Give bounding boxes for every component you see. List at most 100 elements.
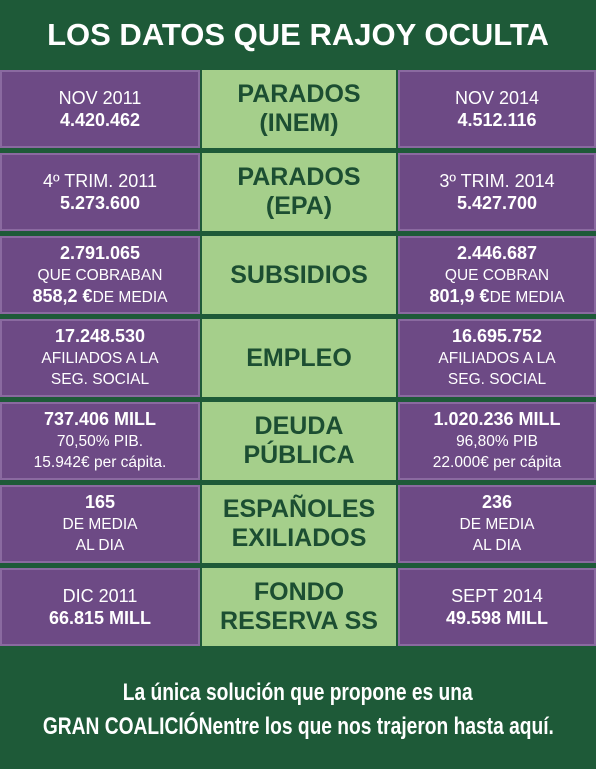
text-line: 3º TRIM. 2014	[439, 170, 554, 192]
bold-text: 49.598 MILL	[445, 608, 549, 628]
text: 22.000€ per cápita	[432, 454, 562, 471]
text-line: QUE COBRAN	[445, 265, 549, 286]
right-cell: 2.446.687 QUE COBRAN 801,9 €DE MEDIA	[398, 236, 596, 314]
text-line: 165	[85, 492, 115, 514]
label-line: FONDO	[253, 578, 345, 606]
bold-text: 236	[481, 492, 513, 512]
text: 4º TRIM. 2011	[43, 171, 157, 191]
left-cell: NOV 2011 4.420.462	[0, 70, 200, 148]
right-cell: 236 DE MEDIA AL DIA	[398, 485, 596, 563]
left-cell: 737.406 MILL 70,50% PIB. 15.942€ per cápit…	[0, 402, 200, 480]
text: 96,80% PIB	[456, 433, 538, 450]
text-line: DE MEDIA	[63, 514, 138, 535]
row-label: FONDO RESERVA SS	[202, 568, 396, 646]
left-cell: 4º TRIM. 2011 5.273.600	[0, 153, 200, 231]
bold-text: 16.695.752	[451, 326, 543, 346]
right-cell: SEPT 2014 49.598 MILL	[398, 568, 596, 646]
row-label: EMPLEO	[202, 319, 396, 397]
right-cell: 3º TRIM. 2014 5.427.700	[398, 153, 596, 231]
bold-text: 858,2 €	[32, 285, 93, 306]
text: SEG. SOCIAL	[50, 371, 150, 388]
text-line: 96,80% PIB	[456, 431, 538, 452]
text-line: 1.020.236 MILL	[433, 409, 560, 431]
label-line: SUBSIDIOS	[230, 260, 368, 289]
text: QUE COBRABAN	[37, 266, 163, 284]
text-line: 4.512.116	[457, 109, 536, 131]
text-line: 5.427.700	[457, 192, 537, 214]
text-line: AFILIADOS A LA	[41, 348, 158, 369]
bold-text: 4.512.116	[457, 110, 537, 130]
text: DIC 2011	[62, 586, 138, 606]
text-line: SEPT 2014	[451, 585, 543, 607]
right-cell: 16.695.752 AFILIADOS A LA SEG. SOCIAL	[398, 319, 596, 397]
right-cell: NOV 2014 4.512.116	[398, 70, 596, 148]
text-line: 15.942€ per cápita.	[34, 452, 167, 473]
bold-text: 165	[84, 492, 116, 512]
left-cell: 165 DE MEDIA AL DIA	[0, 485, 200, 563]
footer: La única solución que propone es una GRAN…	[0, 650, 596, 769]
label-line: (EPA)	[265, 192, 333, 220]
left-cell: DIC 2011 66.815 MILL	[0, 568, 200, 646]
text: entre los que nos trajeron hasta aquí.	[212, 712, 554, 740]
bold-text: 1.020.236 MILL	[433, 409, 561, 429]
text-line: 49.598 MILL	[446, 607, 548, 629]
bold-text: 5.427.700	[456, 193, 538, 213]
row-label: DEUDA PÚBLICA	[202, 402, 396, 480]
row-label: ESPAÑOLES EXILIADOS	[202, 485, 396, 563]
text: AFILIADOS A LA	[438, 350, 556, 367]
text-line: AL DIA	[473, 535, 522, 556]
text-line: 22.000€ per cápita	[433, 452, 561, 473]
label-line: EMPLEO	[246, 343, 352, 372]
text-line: NOV 2011	[59, 87, 142, 109]
right-cell: 1.020.236 MILL 96,80% PIB 22.000€ per cápi…	[398, 402, 596, 480]
text-line: 16.695.752	[452, 326, 542, 348]
text-line: GRAN COALICIÓNentre los que nos trajeron…	[43, 710, 554, 744]
row-label: PARADOS (INEM)	[202, 70, 396, 148]
text-line: 2.446.687	[457, 243, 537, 265]
bold-text: 5.273.600	[59, 193, 141, 213]
bold-text: GRAN COALICIÓN	[42, 712, 213, 740]
text: La única solución que propone es una	[123, 678, 473, 706]
bold-text: 4.420.462	[59, 110, 141, 130]
text-line: QUE COBRABAN	[38, 265, 163, 286]
text-line: 70,50% PIB.	[57, 431, 143, 452]
text-line: 236	[482, 492, 512, 514]
text-line: SEG. SOCIAL	[448, 369, 546, 390]
text: 3º TRIM. 2014	[439, 171, 555, 191]
text-line: SEG. SOCIAL	[51, 369, 149, 390]
text-line: NOV 2014	[455, 87, 539, 109]
text-line: 17.248.530	[55, 326, 145, 348]
text: AFILIADOS A LA	[41, 350, 159, 367]
text: DE MEDIA	[489, 288, 565, 306]
row-label: PARADOS (EPA)	[202, 153, 396, 231]
text-line: AFILIADOS A LA	[438, 348, 555, 369]
text: NOV 2014	[454, 88, 540, 108]
text: SEPT 2014	[451, 586, 543, 606]
text-line: 4º TRIM. 2011	[43, 170, 157, 192]
text-line: 4.420.462	[60, 109, 140, 131]
left-cell: 17.248.530 AFILIADOS A LA SEG. SOCIAL	[0, 319, 200, 397]
text: AL DIA	[472, 537, 522, 554]
label-line: PARADOS	[237, 163, 361, 191]
bold-text: 2.446.687	[456, 242, 538, 263]
text: SEG. SOCIAL	[447, 371, 547, 388]
label-line: PÚBLICA	[243, 441, 355, 469]
label-line: RESERVA SS	[220, 607, 378, 635]
text-line: DIC 2011	[63, 585, 138, 607]
left-cell: 2.791.065 QUE COBRABAN 858,2 €DE MEDIA	[0, 236, 200, 314]
text-line: La única solución que propone es una	[123, 676, 473, 710]
label-line: ESPAÑOLES	[222, 495, 376, 523]
text: 70,50% PIB.	[56, 433, 144, 450]
text-line: 737.406 MILL	[44, 409, 156, 431]
label-line: (INEM)	[259, 109, 339, 137]
text: DE MEDIA	[459, 516, 535, 533]
text: AL DIA	[75, 537, 125, 554]
text: NOV 2011	[58, 88, 142, 108]
text: DE MEDIA	[92, 288, 168, 306]
label-line: EXILIADOS	[231, 524, 367, 552]
text-line: 66.815 MILL	[49, 607, 151, 629]
text-line: DE MEDIA	[460, 514, 535, 535]
bold-text: 66.815 MILL	[48, 608, 152, 628]
label-line: DEUDA	[254, 412, 344, 440]
